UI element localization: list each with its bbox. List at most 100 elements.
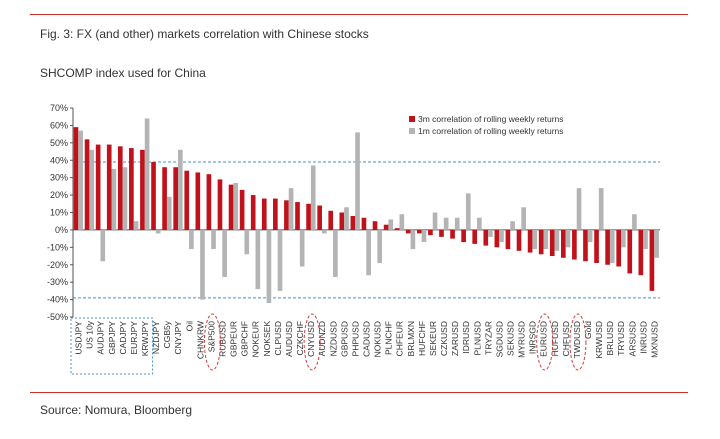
category-label: TRYZAR — [483, 321, 493, 355]
bar-1m — [100, 229, 106, 262]
bar-1m — [554, 229, 560, 251]
category-label: CHNKRW — [195, 321, 205, 359]
bar-1m — [222, 229, 227, 277]
bar-3m — [472, 229, 478, 244]
category-label: MYRUSD — [517, 321, 527, 358]
y-tick-label: 20% — [50, 190, 68, 200]
category-label: CZKCHF — [295, 321, 305, 355]
category-label: NOKSEK — [262, 321, 272, 357]
category-label: AUDUSD — [284, 321, 294, 357]
x-axis-labels: USDJPY US 10y AUDJPY GBPJPY CADJPY EURJPY KRWJ… — [74, 320, 660, 359]
category-label: US 10y — [85, 320, 95, 349]
bar-3m — [538, 229, 544, 255]
bar-1m — [609, 229, 615, 264]
bar-3m — [616, 229, 622, 267]
bar-3m — [594, 229, 599, 264]
figure-subtitle: SHCOMP index used for China — [40, 66, 206, 80]
bar-1m — [421, 229, 427, 243]
category-label: MXNUSD — [649, 321, 659, 358]
bar-3m — [583, 229, 588, 262]
bar-3m — [638, 229, 644, 276]
category-label: TRYUSD — [616, 321, 626, 356]
highlight-ellipse — [536, 313, 554, 371]
bar-3m — [350, 215, 356, 230]
category-label: ARSUSD — [627, 321, 637, 356]
bar-1m — [543, 229, 549, 250]
bar-group — [73, 118, 659, 304]
y-tick-label: 30% — [50, 173, 68, 183]
bar-1m — [565, 229, 571, 248]
bar-3m — [439, 229, 444, 237]
bar-1m — [266, 229, 272, 304]
bar-1m — [598, 188, 604, 230]
category-label: INRUSD — [638, 321, 648, 354]
bar-3m — [162, 167, 167, 230]
bar-1m — [244, 229, 250, 255]
bar-3m — [428, 229, 433, 236]
category-label: CZKUSD — [439, 321, 449, 356]
category-label: PLNCHF — [384, 321, 394, 355]
category-label: S&P500 — [206, 321, 216, 352]
y-axis: 70% 60% 50% 40% 30% 20% 10% 0% -10% -20% -30% -40% -… — [47, 103, 660, 322]
bar-1m — [255, 229, 261, 290]
bar-1m — [355, 132, 360, 230]
bar-3m — [627, 229, 633, 274]
bar-1m — [643, 229, 648, 250]
bar-3m — [306, 203, 311, 230]
bar-1m — [443, 217, 449, 230]
bar-1m — [177, 149, 183, 230]
y-tick-label: -20% — [47, 260, 68, 270]
bar-3m — [572, 229, 577, 260]
bar-3m — [140, 149, 145, 230]
category-label: Gold — [583, 321, 593, 339]
bar-1m — [366, 229, 371, 276]
bar-1m — [454, 217, 460, 230]
bar-3m — [228, 184, 234, 230]
top-divider — [30, 14, 688, 15]
category-label: RUBUSD — [218, 321, 228, 357]
bar-3m — [95, 144, 101, 230]
bar-3m — [106, 144, 112, 230]
bar-3m — [394, 228, 400, 230]
bar-1m — [377, 229, 383, 264]
category-label: ZARUSD — [450, 321, 460, 356]
category-label: HUFCHF — [417, 321, 427, 356]
category-label: SEKUSD — [505, 321, 515, 356]
category-label: BRLMXN — [406, 321, 416, 356]
category-label: CADJPY — [118, 321, 128, 355]
bar-3m — [605, 229, 610, 265]
bar-3m — [405, 229, 411, 234]
bar-3m — [261, 198, 267, 230]
bar-3m — [516, 229, 522, 251]
y-tick-label: -50% — [47, 312, 68, 322]
bar-1m — [333, 229, 338, 277]
bar-1m — [576, 188, 582, 230]
category-label: SGDUSD — [494, 321, 504, 357]
bar-1m — [488, 229, 493, 237]
bar-1m — [410, 229, 416, 250]
bar-1m — [477, 217, 482, 230]
y-tick-label: 0% — [55, 225, 68, 235]
bar-1m — [344, 207, 349, 230]
chart-legend: 3m correlation of rolling weekly returns… — [409, 114, 564, 136]
category-label: TWDUSD — [572, 321, 582, 358]
figure-title: Fig. 3: FX (and other) markets correlati… — [40, 27, 369, 41]
category-label: EURJPY — [129, 321, 139, 355]
bar-3m — [217, 179, 223, 230]
category-label: CNYJPY — [173, 321, 183, 355]
legend-swatch — [409, 116, 415, 122]
bar-3m — [649, 229, 655, 291]
bar-3m — [372, 221, 378, 230]
bar-1m — [621, 229, 626, 248]
bar-3m — [73, 127, 79, 230]
category-label: GBPJPY — [107, 321, 117, 355]
bar-3m — [195, 172, 201, 230]
category-label: IDRUSD — [461, 321, 471, 354]
bar-1m — [310, 165, 316, 230]
bar-1m — [155, 229, 161, 234]
category-label: CNYUSD — [306, 321, 316, 357]
bottom-divider — [30, 392, 688, 393]
highlight-box — [70, 317, 154, 375]
bar-1m — [277, 229, 283, 291]
y-tick-label: 40% — [50, 155, 68, 165]
